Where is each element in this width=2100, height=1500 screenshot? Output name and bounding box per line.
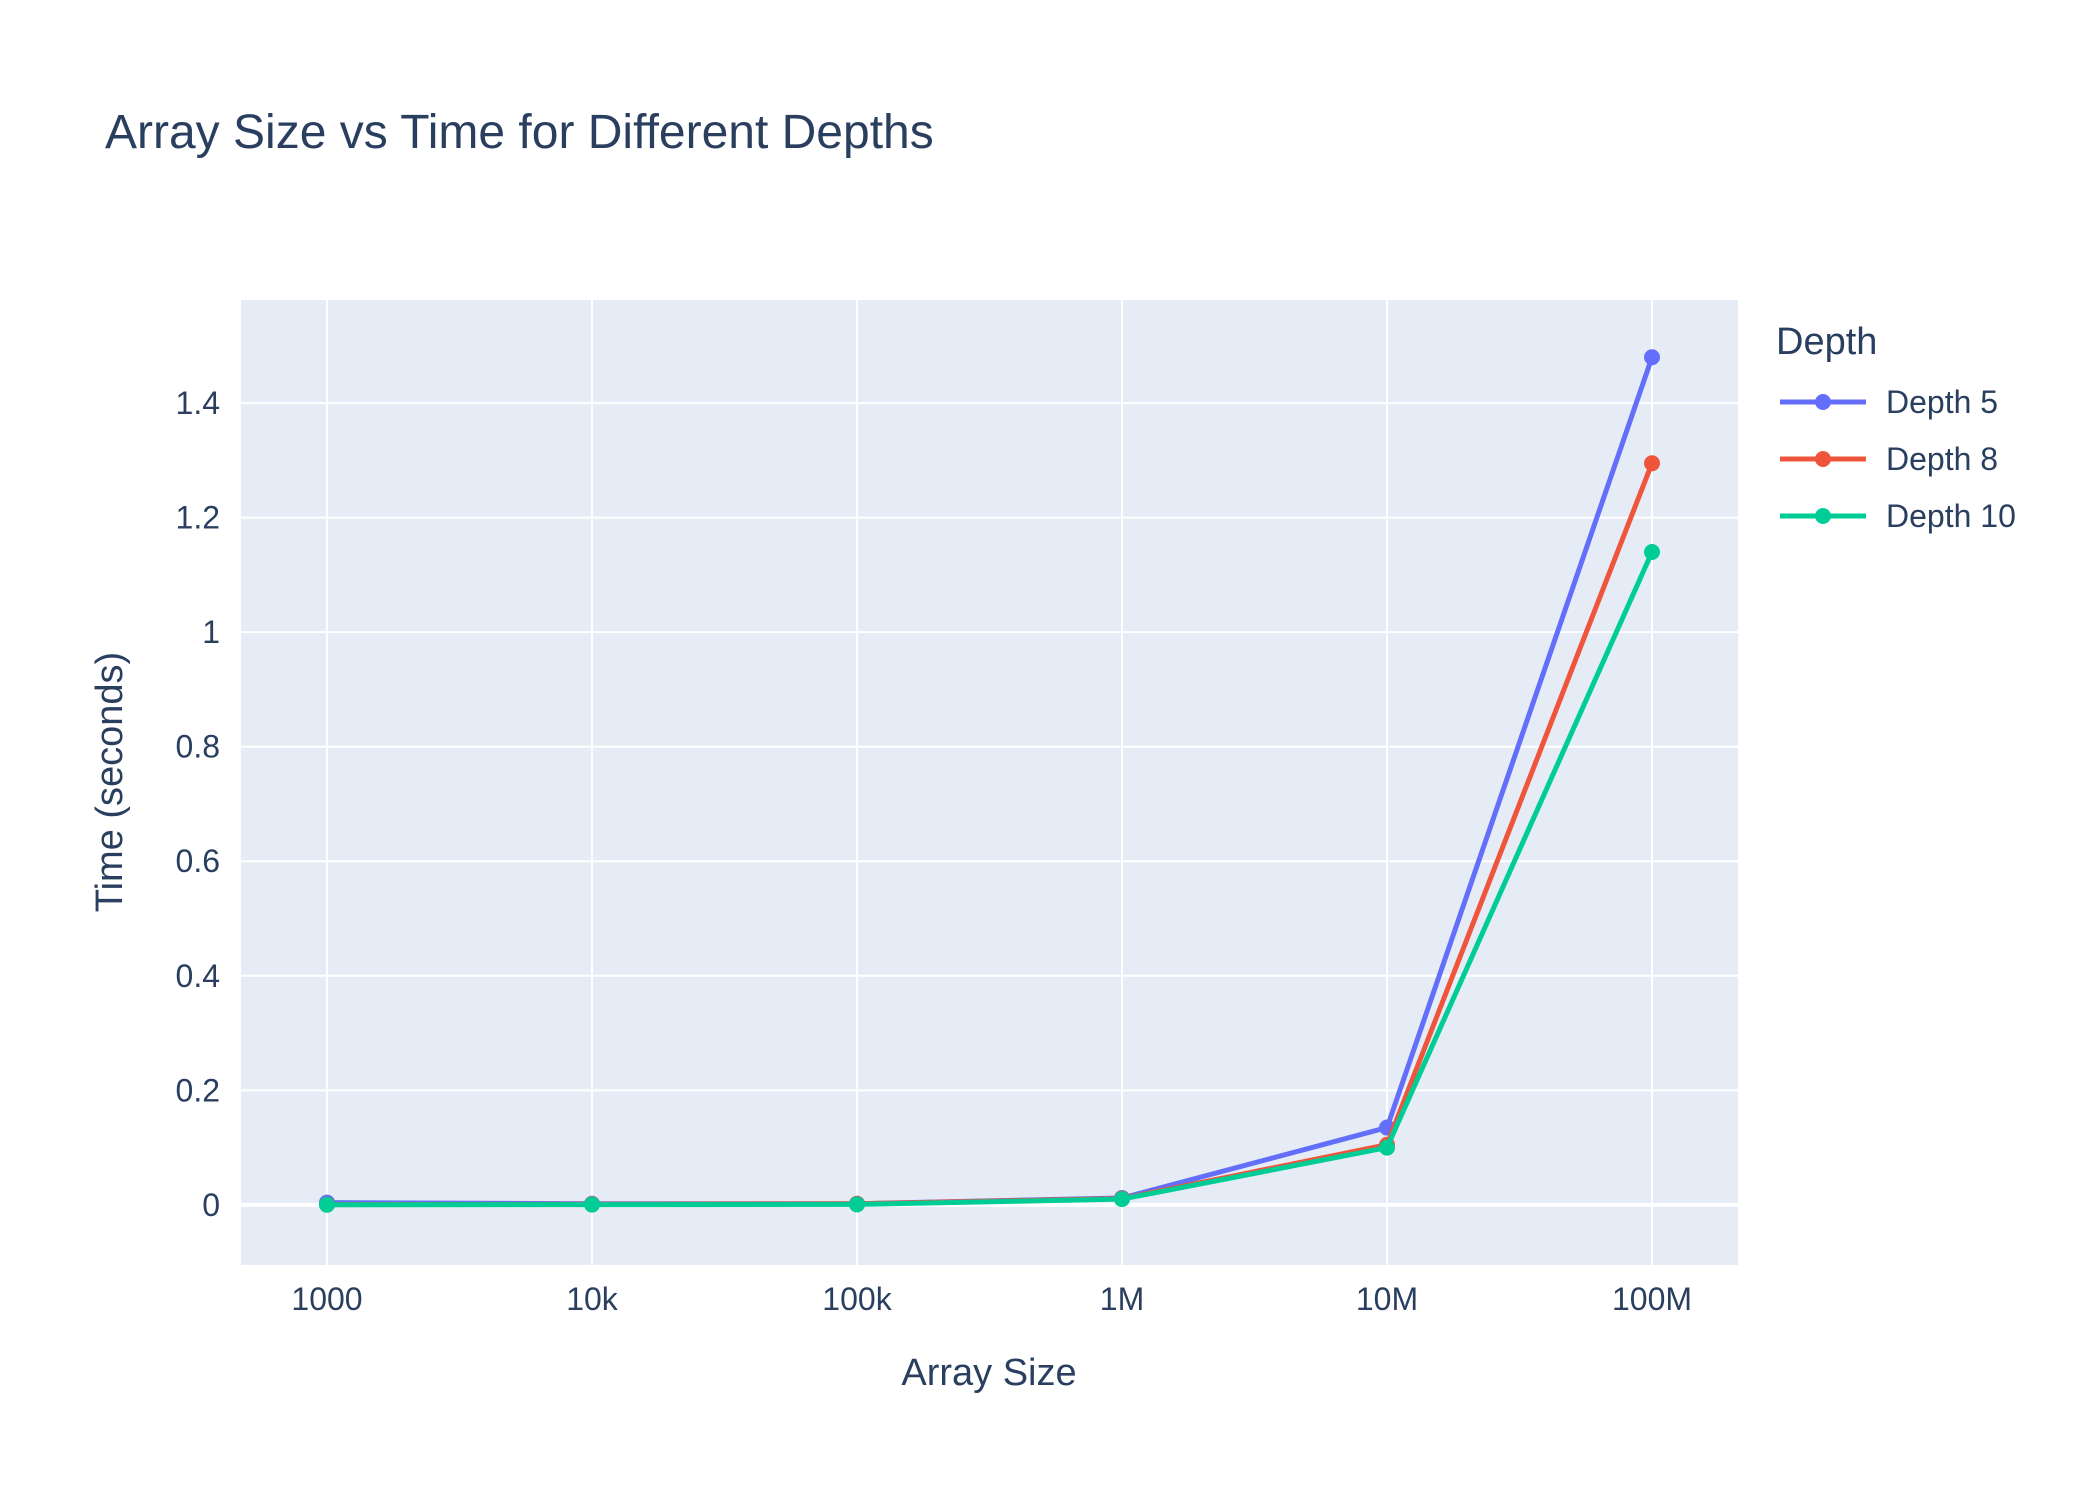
- legend-item[interactable]: Depth 10: [1780, 498, 2016, 534]
- legend-marker: [1815, 508, 1831, 524]
- legend-label: Depth 8: [1886, 441, 1998, 477]
- x-tick-label: 10k: [566, 1281, 619, 1317]
- legend-item[interactable]: Depth 5: [1780, 384, 1998, 420]
- legend-marker: [1815, 394, 1831, 410]
- x-tick-label: 10M: [1356, 1281, 1418, 1317]
- data-point[interactable]: [1114, 1191, 1130, 1208]
- series-layer: [319, 349, 1660, 1213]
- x-tick-label: 1000: [291, 1281, 362, 1317]
- y-tick-label: 0.2: [176, 1072, 220, 1108]
- y-tick-label: 0: [202, 1187, 220, 1223]
- data-point[interactable]: [1644, 543, 1660, 560]
- legend-label: Depth 5: [1886, 384, 1998, 420]
- legend-marker: [1815, 451, 1831, 467]
- y-tick-label: 1.4: [176, 385, 220, 421]
- plot-background: [241, 300, 1738, 1265]
- y-tick-label: 0.4: [176, 958, 220, 994]
- y-tick-label: 1.2: [176, 500, 220, 536]
- y-tick-label: 1: [202, 614, 220, 650]
- chart-title: Array Size vs Time for Different Depths: [105, 106, 934, 159]
- y-tick-labels: 0 0.2 0.4 0.6 0.8 1 1.2 1.4: [176, 385, 220, 1223]
- series-line: [326, 550, 1655, 1208]
- data-point[interactable]: [1644, 349, 1660, 366]
- legend-label: Depth 10: [1886, 498, 2016, 534]
- y-tick-label: 0.8: [176, 729, 220, 765]
- y-tick-label: 0.6: [176, 843, 220, 879]
- x-tick-label: 100M: [1612, 1281, 1692, 1317]
- x-tick-label: 100k: [822, 1281, 892, 1317]
- x-tick-labels: 1000 10k 100k 1M 10M 100M: [291, 1281, 1692, 1317]
- legend[interactable]: Depth Depth 5 Depth 8 Depth 10: [1776, 321, 2016, 534]
- data-point[interactable]: [1379, 1139, 1395, 1156]
- data-point[interactable]: [584, 1196, 600, 1213]
- legend-title: Depth: [1776, 321, 1877, 363]
- x-axis-title: Array Size: [901, 1352, 1076, 1394]
- series-depth-10: [319, 543, 1660, 1213]
- legend-item[interactable]: Depth 8: [1780, 441, 1998, 477]
- data-point[interactable]: [1644, 455, 1660, 472]
- x-tick-label: 1M: [1100, 1281, 1144, 1317]
- data-point[interactable]: [319, 1196, 335, 1213]
- y-axis-title: Time (seconds): [89, 652, 131, 912]
- data-point[interactable]: [849, 1196, 865, 1213]
